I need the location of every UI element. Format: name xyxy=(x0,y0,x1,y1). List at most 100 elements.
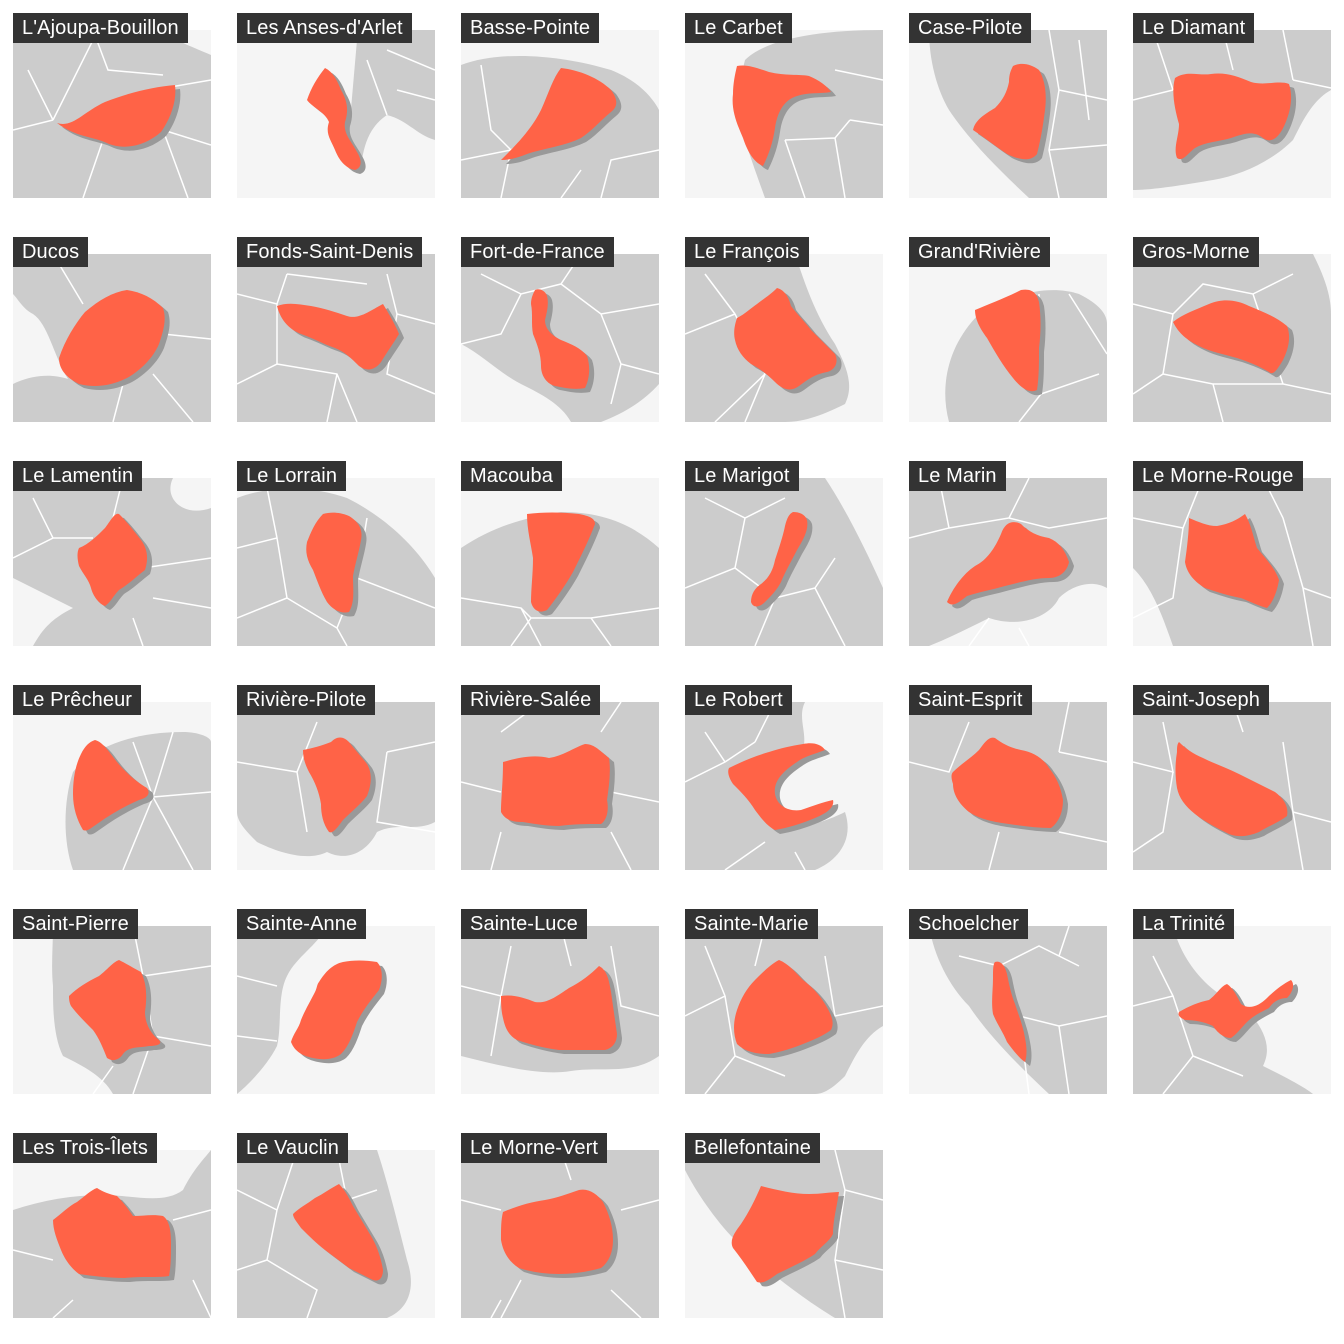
commune-label: Le Morne-Rouge xyxy=(1133,461,1303,491)
commune-map xyxy=(685,702,883,870)
commune-tile: Fort-de-France xyxy=(461,224,659,422)
commune-map xyxy=(461,30,659,198)
commune-map xyxy=(685,478,883,646)
commune-label: Le Vauclin xyxy=(237,1133,348,1163)
commune-tile: Le Morne-Rouge xyxy=(1133,448,1331,646)
commune-label: Le Morne-Vert xyxy=(461,1133,608,1163)
commune-tile: Case-Pilote xyxy=(909,0,1107,198)
commune-label: L'Ajoupa-Bouillon xyxy=(13,13,188,43)
commune-label: Les Trois-Îlets xyxy=(13,1133,157,1163)
commune-map xyxy=(237,478,435,646)
commune-map xyxy=(909,926,1107,1094)
commune-label: Gros-Morne xyxy=(1133,237,1259,267)
commune-tile: Les Anses-d'Arlet xyxy=(237,0,435,198)
commune-tile: Ducos xyxy=(13,224,211,422)
commune-label: Le Lamentin xyxy=(13,461,143,491)
commune-tile: Le Prêcheur xyxy=(13,672,211,870)
commune-map xyxy=(685,30,883,198)
commune-tile: Sainte-Marie xyxy=(685,896,883,1094)
commune-tile: Le Morne-Vert xyxy=(461,1120,659,1318)
commune-tile: Sainte-Luce xyxy=(461,896,659,1094)
commune-label: Les Anses-d'Arlet xyxy=(237,13,412,43)
commune-label: Sainte-Anne xyxy=(237,909,367,939)
commune-map xyxy=(1133,254,1331,422)
commune-label: Le Marigot xyxy=(685,461,799,491)
commune-tile: Grand'Rivière xyxy=(909,224,1107,422)
commune-map xyxy=(13,254,211,422)
commune-map xyxy=(1133,30,1331,198)
commune-map xyxy=(13,926,211,1094)
commune-tile: Le Lorrain xyxy=(237,448,435,646)
commune-label: Rivière-Pilote xyxy=(237,685,376,715)
commune-map xyxy=(909,702,1107,870)
commune-label: Le Carbet xyxy=(685,13,792,43)
commune-map xyxy=(13,1150,211,1318)
commune-label: Case-Pilote xyxy=(909,13,1032,43)
commune-map xyxy=(685,254,883,422)
commune-label: Le Marin xyxy=(909,461,1006,491)
commune-map xyxy=(461,926,659,1094)
commune-label: Le Diamant xyxy=(1133,13,1255,43)
commune-tile: Le Vauclin xyxy=(237,1120,435,1318)
commune-label: Sainte-Marie xyxy=(685,909,818,939)
commune-tile: Le François xyxy=(685,224,883,422)
commune-label: Ducos xyxy=(13,237,89,267)
commune-tile: Le Carbet xyxy=(685,0,883,198)
commune-map xyxy=(237,30,435,198)
commune-map xyxy=(237,926,435,1094)
commune-tile: Le Robert xyxy=(685,672,883,870)
commune-map xyxy=(685,1150,883,1318)
commune-label: Le Robert xyxy=(685,685,792,715)
commune-label: Grand'Rivière xyxy=(909,237,1050,267)
commune-map xyxy=(461,254,659,422)
commune-label: Rivière-Salée xyxy=(461,685,601,715)
commune-tile: Le Marigot xyxy=(685,448,883,646)
commune-map xyxy=(461,1150,659,1318)
commune-tile: Schoelcher xyxy=(909,896,1107,1094)
commune-tile: Rivière-Pilote xyxy=(237,672,435,870)
commune-label: Saint-Esprit xyxy=(909,685,1032,715)
commune-map xyxy=(1133,926,1331,1094)
commune-tile: Basse-Pointe xyxy=(461,0,659,198)
commune-label: Schoelcher xyxy=(909,909,1029,939)
commune-tile: Sainte-Anne xyxy=(237,896,435,1094)
commune-label: Le François xyxy=(685,237,809,267)
commune-tile: Gros-Morne xyxy=(1133,224,1331,422)
commune-map xyxy=(13,702,211,870)
commune-tile: Le Diamant xyxy=(1133,0,1331,198)
commune-map xyxy=(237,254,435,422)
commune-label: Basse-Pointe xyxy=(461,13,600,43)
commune-map xyxy=(13,30,211,198)
commune-tile: Macouba xyxy=(461,448,659,646)
commune-tile: Bellefontaine xyxy=(685,1120,883,1318)
commune-map xyxy=(909,478,1107,646)
commune-tile: Rivière-Salée xyxy=(461,672,659,870)
commune-label: Fort-de-France xyxy=(461,237,614,267)
commune-tile: Les Trois-Îlets xyxy=(13,1120,211,1318)
commune-map xyxy=(237,1150,435,1318)
commune-tile: Saint-Joseph xyxy=(1133,672,1331,870)
commune-tile: Le Lamentin xyxy=(13,448,211,646)
commune-label: Fonds-Saint-Denis xyxy=(237,237,423,267)
commune-tile: Le Marin xyxy=(909,448,1107,646)
commune-tile: L'Ajoupa-Bouillon xyxy=(13,0,211,198)
commune-tile: La Trinité xyxy=(1133,896,1331,1094)
commune-label: Saint-Pierre xyxy=(13,909,138,939)
commune-tile: Saint-Esprit xyxy=(909,672,1107,870)
commune-label: Macouba xyxy=(461,461,562,491)
commune-map xyxy=(13,478,211,646)
commune-label: Sainte-Luce xyxy=(461,909,587,939)
commune-label: Le Lorrain xyxy=(237,461,347,491)
commune-map xyxy=(1133,478,1331,646)
commune-label: La Trinité xyxy=(1133,909,1235,939)
commune-tile: Saint-Pierre xyxy=(13,896,211,1094)
commune-tile: Fonds-Saint-Denis xyxy=(237,224,435,422)
commune-label: Le Prêcheur xyxy=(13,685,142,715)
commune-map xyxy=(1133,702,1331,870)
commune-map xyxy=(461,478,659,646)
commune-map xyxy=(909,254,1107,422)
commune-label: Bellefontaine xyxy=(685,1133,820,1163)
commune-map xyxy=(461,702,659,870)
commune-map xyxy=(237,702,435,870)
